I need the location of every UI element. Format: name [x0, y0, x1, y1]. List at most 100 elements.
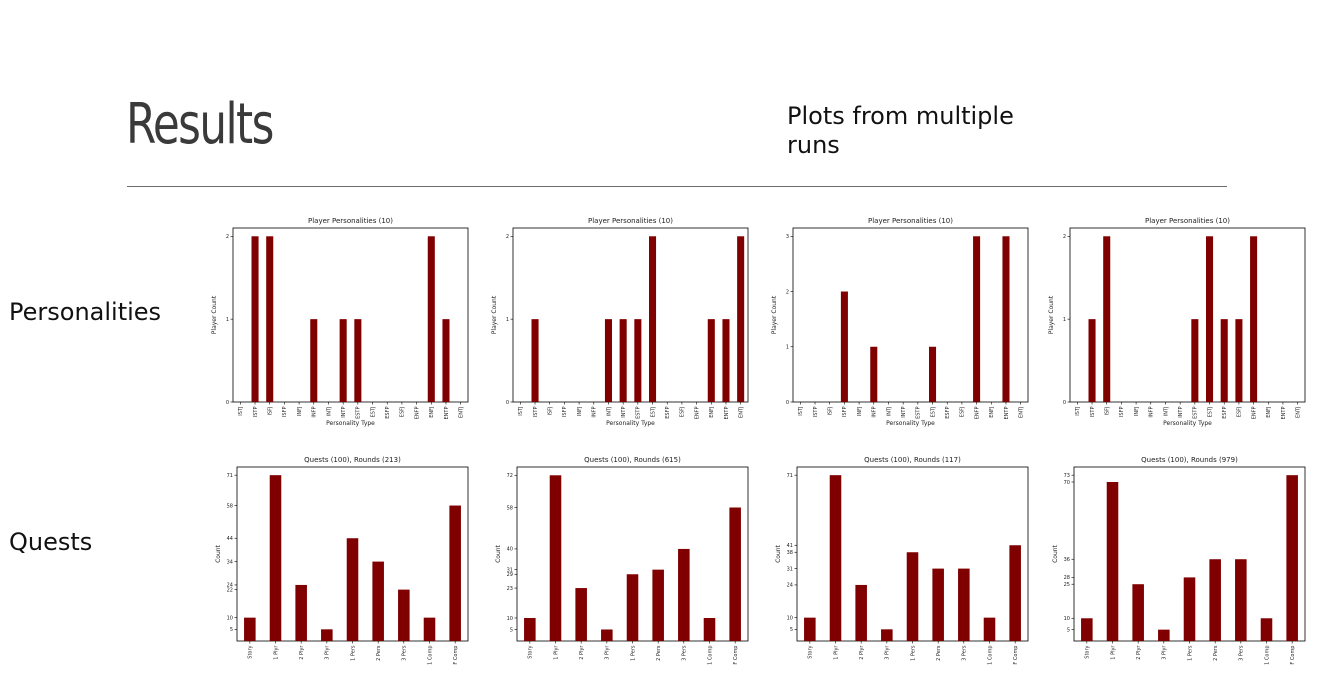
x-tick-label: 3 Plyr — [885, 645, 891, 660]
bar-enfj — [707, 319, 715, 402]
x-tick-label: ESTJ — [370, 407, 376, 418]
bar-1-pers — [346, 538, 359, 641]
personality-chart-run-3: Player Personalities (10) ISTJ ISTP ISFJ ISF… — [771, 217, 1029, 427]
x-tick-label: ISFP — [1119, 407, 1125, 418]
x-tick-label: INFP — [872, 407, 878, 418]
y-tick-label: 44 — [227, 536, 233, 542]
x-tick-label: ENFP — [1251, 407, 1257, 420]
bar-entp — [722, 319, 730, 402]
bar-2-plyr — [575, 588, 587, 641]
x-tick-label: ISTJ — [1075, 407, 1081, 416]
bar-f-comp — [449, 505, 461, 641]
y-tick-label: 0 — [1063, 400, 1066, 406]
x-tick-label: INFJ — [297, 407, 303, 417]
bar-2-pers — [652, 569, 664, 641]
plot-frame — [1069, 227, 1306, 403]
x-tick-label: ISTJ — [518, 407, 524, 416]
x-tick-label: ENTP — [724, 407, 730, 420]
x-tick-label: ENFP — [694, 407, 700, 420]
bar-story — [1081, 618, 1093, 641]
x-tick-label: ISTP — [533, 407, 539, 418]
bar-3-pers — [1235, 559, 1247, 641]
x-tick-label: 2 Plyr — [579, 645, 585, 660]
bar-2-pers — [932, 568, 944, 641]
bar-1-plyr — [829, 475, 842, 641]
personality-chart-run-2: Player Personalities (10) ISTJ ISTP ISFJ ISF… — [491, 217, 749, 427]
x-tick-label: INFJ — [577, 407, 583, 417]
x-tick-label: 1 Pers — [350, 645, 356, 661]
x-tick-label: ISTP — [253, 407, 259, 418]
x-tick-label: INTJ — [886, 407, 892, 417]
bar-3-plyr — [1158, 629, 1170, 641]
x-tick-label: ENTP — [1004, 407, 1010, 420]
row-label-personalities: Personalities — [9, 298, 162, 326]
x-tick-label: 1 Plyr — [273, 645, 279, 660]
x-tick-label: INTP — [341, 407, 347, 418]
bar-2-pers — [1209, 559, 1221, 641]
x-tick-label: ESTP — [916, 407, 922, 419]
y-tick-label: 10 — [787, 615, 793, 621]
x-tick-label: ESTJ — [930, 407, 936, 418]
x-tick-label: INTJ — [606, 407, 612, 417]
x-tick-label: ESFP — [1222, 407, 1228, 419]
quest-chart-run-3: Quests (100), Rounds (117) Story 1 Plyr 2 P… — [775, 456, 1029, 665]
bar-intj — [604, 319, 612, 402]
bar-f-comp — [1286, 475, 1298, 641]
y-tick-label: 2 — [226, 234, 229, 240]
chart-title: Player Personalities (10) — [588, 217, 673, 225]
x-tick-label: INFP — [1149, 407, 1155, 418]
x-tick-label: 3 Plyr — [325, 645, 331, 660]
y-tick-label: 70 — [1064, 480, 1070, 486]
bar-istp — [531, 319, 539, 402]
x-tick-label: 3 Pers — [402, 645, 408, 661]
x-tick-label: INTJ — [326, 407, 332, 417]
x-tick-label: INTJ — [1163, 407, 1169, 417]
bar-1-plyr — [1106, 481, 1119, 641]
x-tick-label: 1 Comp — [987, 646, 993, 665]
bar-infp — [310, 319, 318, 402]
x-tick-label: ENTJ — [458, 407, 464, 418]
bar-istp — [251, 236, 259, 402]
bar-2-plyr — [855, 584, 867, 641]
y-tick-label: 34 — [227, 559, 233, 565]
bar-enfp — [973, 236, 981, 402]
bar-2-plyr — [295, 584, 307, 641]
x-tick-label: 3 Plyr — [1162, 645, 1168, 660]
x-tick-label: ISTP — [813, 407, 819, 418]
y-tick-label: 31 — [507, 567, 513, 573]
bar-infp — [870, 346, 878, 402]
x-axis-label: Personality Type — [1163, 420, 1212, 427]
x-tick-label: INTP — [1178, 407, 1184, 418]
x-tick-label: ENFJ — [989, 407, 995, 418]
x-tick-label: ISFP — [842, 407, 848, 418]
x-tick-label: 2 Pers — [656, 645, 662, 661]
bar-estp — [634, 319, 642, 402]
x-tick-label: ENFP — [974, 407, 980, 420]
x-tick-label: INTP — [901, 407, 907, 418]
y-tick-label: 36 — [1064, 557, 1070, 563]
bar-isfj — [266, 236, 274, 402]
chart-title: Player Personalities (10) — [868, 217, 953, 225]
x-tick-label: 3 Plyr — [605, 645, 611, 660]
y-tick-label: 5 — [790, 627, 793, 633]
x-tick-label: INFP — [592, 407, 598, 418]
bar-f-comp — [729, 507, 741, 641]
y-tick-label: 10 — [507, 616, 513, 622]
bar-intp — [339, 319, 347, 402]
bar-2-pers — [372, 561, 384, 641]
bar-esfp — [1220, 319, 1228, 402]
x-tick-label: 1 Pers — [1187, 645, 1193, 661]
y-tick-label: 58 — [227, 503, 233, 509]
x-tick-label: ISFJ — [1105, 407, 1111, 416]
bar-entp — [1002, 236, 1010, 402]
quest-chart-run-2: Quests (100), Rounds (615) Story 1 Plyr 2 P… — [495, 456, 749, 665]
x-tick-label: ISFJ — [828, 407, 834, 416]
y-tick-label: 73 — [1064, 473, 1070, 479]
x-tick-label: ENFJ — [709, 407, 715, 418]
x-tick-label: F Comp — [1290, 646, 1296, 665]
x-tick-label: 1 Plyr — [1110, 645, 1116, 660]
x-tick-label: F Comp — [733, 646, 739, 665]
y-tick-label: 38 — [787, 550, 793, 556]
x-tick-label: ISFJ — [268, 407, 274, 416]
y-tick-label: 41 — [787, 543, 793, 549]
